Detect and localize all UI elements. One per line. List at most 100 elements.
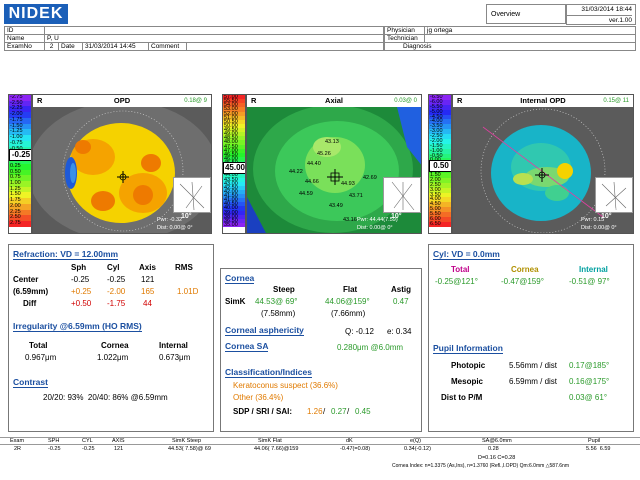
overview-tab[interactable]: Overview — [486, 4, 566, 24]
opd-eye-label: R — [37, 96, 43, 105]
mesopic-label: Mesopic — [451, 377, 484, 386]
simk-flat-mm: (7.66mm) — [331, 309, 366, 318]
opd-step-label: 0.18@ 9 — [184, 98, 207, 104]
cyl-internal: -0.51@ 97° — [569, 277, 610, 286]
refraction-title: Refraction: VD = 12.00mm — [13, 249, 119, 260]
footer-h-pupil: Pupil — [588, 438, 601, 444]
irregularity-title: Irregularity @6.59mm (HO RMS) — [13, 321, 142, 332]
opd-scale-value: 2.75 — [9, 220, 31, 227]
opd-map-panel[interactable]: OPD R 0.18@ 9 10° Pwr: -0.32 Dist: 0.00@… — [32, 94, 212, 234]
photopic-dist: 0.17@185° — [569, 361, 610, 370]
diff-sph: +0.50 — [71, 299, 92, 308]
internal-scale-value: -0.50 — [429, 153, 451, 159]
axial-scale-value: 48.50 — [223, 135, 245, 141]
axial-color-scale: 57.00 55.50 54.00 53.00 52.00 51.00 50.50 50.00… — [222, 94, 246, 234]
footer-h-exam: Exam — [10, 438, 25, 444]
internal-step-label: 0.15@ 11 — [603, 98, 629, 104]
axial-power-text: Pwr: 44.44(7.59) — [357, 217, 398, 223]
classification-2: Other (36.4%) — [233, 393, 284, 402]
axial-value-1: 43.13 — [325, 139, 339, 145]
refraction-header-sph: Sph — [71, 263, 87, 272]
axial-value-8: 43.71 — [349, 193, 363, 199]
refraction-header-axis: Axis — [139, 263, 156, 272]
opd-scale-value: -2.75 — [9, 95, 31, 101]
footer-h-eq: e(Q) — [410, 438, 421, 444]
internal-scale-value: 2.00 — [429, 177, 451, 183]
asphericity-title: Corneal asphericity — [225, 325, 304, 336]
axial-scale-value: 40.50 — [223, 201, 245, 207]
opd-scale-value: -1.25 — [9, 129, 31, 136]
version-label: ver.1.00 — [567, 14, 632, 25]
sdp-sep-2: / — [347, 407, 350, 416]
cyl-title: Cyl: VD = 0.0mm — [433, 249, 500, 260]
cyl-header-internal: Internal — [579, 265, 608, 274]
pupil-size-label: (6.59mm) — [13, 287, 49, 296]
axial-scale-value: 49.50 — [223, 127, 245, 133]
print-info: 31/03/2014 18:44 ver.1.00 — [566, 4, 636, 25]
axial-scale-value: 53.00 — [223, 107, 245, 112]
axial-value-2: 45.26 — [317, 151, 331, 157]
refraction-panel: Refraction: VD = 12.00mm Sph Cyl Axis RM… — [8, 244, 214, 432]
axial-value-3: 44.40 — [307, 161, 321, 167]
simk-steep: 44.53@ 69° — [255, 297, 298, 306]
diff-axis: 44 — [143, 299, 152, 308]
opd-scale-value: -2.25 — [9, 106, 31, 113]
internal-scale-value: 5.00 — [429, 206, 451, 212]
pupil-info-title: Pupil Information — [433, 343, 503, 354]
axial-map-image — [247, 107, 421, 233]
internal-scale-value: -4.50 — [429, 114, 451, 120]
internal-map-panel[interactable]: Internal OPD R 0.15@ 11 10° Pwr: 0.15 Di… — [452, 94, 634, 234]
irr-header-cornea: Cornea — [101, 341, 129, 350]
opd-scale-value: 2.25 — [9, 209, 31, 216]
opd-power-text: Pwr: -0.32 — [157, 217, 183, 223]
center-sph: -0.25 — [71, 275, 90, 284]
internal-degree-label: 10° — [601, 213, 612, 220]
simk-label: SimK — [225, 297, 246, 306]
cyl-header-total: Total — [451, 265, 470, 274]
cornea-header-steep: Steep — [273, 285, 295, 294]
internal-scale-value: -3.50 — [429, 124, 451, 130]
diagnosis-label: Diagnosis — [384, 42, 636, 51]
opd-scale-value: -2.50 — [9, 100, 31, 107]
axial-scale-value: 46.00 — [223, 156, 245, 162]
axial-scale-value: 44.00 — [223, 173, 245, 178]
internal-scale-value: 3.00 — [429, 187, 451, 193]
opd-dist-text: Dist: 0.00@ 0° — [157, 225, 193, 231]
print-datetime: 31/03/2014 18:44 — [581, 6, 632, 13]
footer-v-eq: 0.34(-0.12) — [404, 446, 431, 452]
internal-map-title: Internal OPD — [453, 95, 633, 107]
comment-value — [186, 42, 384, 51]
photopic-label: Photopic — [451, 361, 486, 370]
simk-astig: 0.47 — [393, 297, 409, 306]
axial-scale-value: 39.00 — [223, 210, 245, 215]
axial-scale-value: 43.50 — [223, 177, 245, 182]
date-value: 31/03/2014 14:45 — [82, 42, 149, 51]
simk-steep-mm: (7.58mm) — [261, 309, 296, 318]
footer-h-flat: SimK Flat — [258, 438, 282, 444]
comment-label: Comment — [148, 42, 187, 51]
axial-value-11: 44.93 — [341, 181, 355, 187]
axial-map-panel[interactable]: Axial R 0.03@ 0 43.13 45.26 44.40 44.22 … — [246, 94, 422, 234]
internal-scale-value: 1.50 — [429, 172, 451, 178]
refraction-header-rms: RMS — [175, 263, 193, 272]
internal-scale-value: 6.50 — [429, 221, 451, 227]
footer-value-row: 2R -0.25 -0.25 121 44.53( 7.58)@ 69 44.0… — [0, 446, 640, 454]
axial-value-10: 43.16 — [343, 217, 357, 223]
internal-scale-value: -3.00 — [429, 128, 451, 134]
sdp-value: 1.26 — [307, 407, 323, 416]
nidek-logo: NIDEK — [4, 4, 68, 24]
opd-scale-value: 1.50 — [9, 192, 31, 199]
opd-scale-value: 1.00 — [9, 180, 31, 187]
footer-v-sph: -0.25 — [48, 446, 61, 452]
id-label: ID — [4, 26, 45, 35]
opd-degree-label: 10° — [181, 213, 192, 220]
axial-eye-label: R — [251, 96, 257, 105]
technician-value — [424, 34, 636, 43]
footer-v-steep: 44.53( 7.58)@ 69 — [168, 446, 211, 452]
irr-total: 0.967μm — [25, 353, 57, 362]
footer-v-cyl: -0.25 — [82, 446, 95, 452]
pupil-cyl: -2.00 — [107, 287, 126, 296]
sri-value: 0.27 — [331, 407, 347, 416]
opd-scale-value: -1.75 — [9, 117, 31, 124]
name-value: P, U — [44, 34, 384, 43]
